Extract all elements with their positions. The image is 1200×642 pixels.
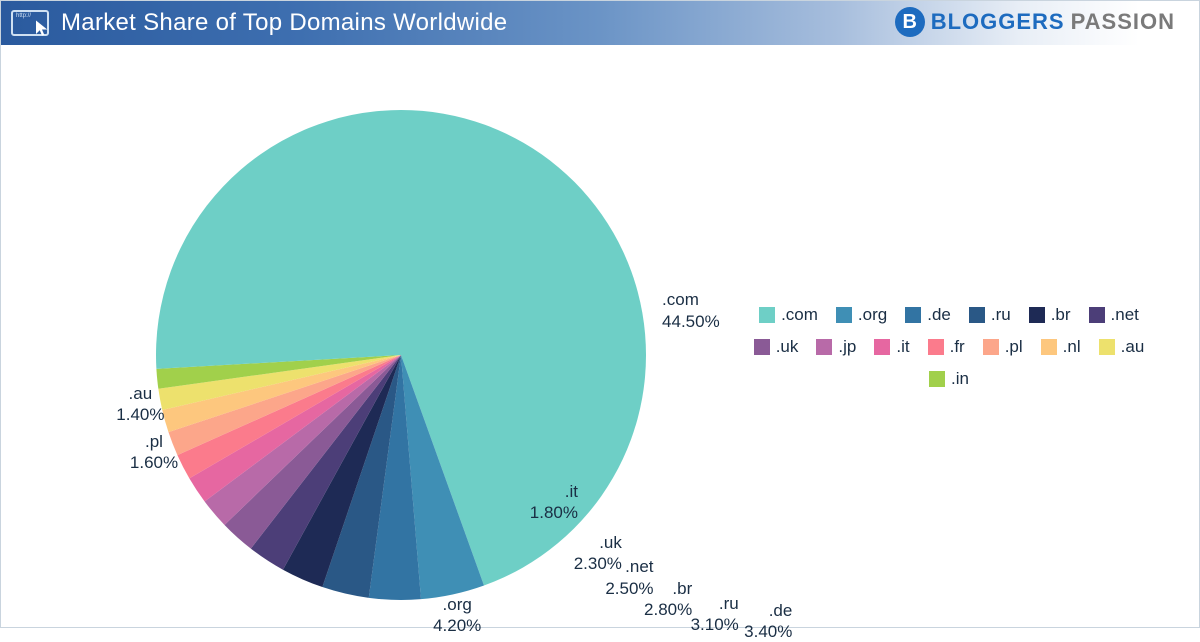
legend-swatch [1089, 307, 1105, 323]
legend-label: .com [781, 305, 818, 325]
pie-chart [1, 45, 801, 629]
slice-label-value: 2.50% [605, 578, 653, 599]
slice-label: .com44.50% [662, 289, 720, 332]
legend-swatch [905, 307, 921, 323]
chart-title: Market Share of Top Domains Worldwide [61, 9, 507, 37]
slice-label: .pl1.60% [130, 431, 178, 474]
legend-item: .nl [1041, 337, 1081, 357]
cursor-icon [33, 19, 51, 40]
legend: .com .org .de .ru .br .net .uk .jp .it .fr .pl .nl.… [739, 305, 1159, 389]
slice-label-value: 3.40% [744, 621, 792, 642]
legend-item: .pl [983, 337, 1023, 357]
legend-label: .net [1111, 305, 1139, 325]
legend-label: .it [896, 337, 909, 357]
legend-item: .br [1029, 305, 1071, 325]
slice-label: .ru3.10% [691, 593, 739, 636]
slice-label-name: .uk [574, 532, 622, 553]
slice-label-name: .it [530, 481, 578, 502]
slice-label-name: .ru [691, 593, 739, 614]
legend-swatch [1029, 307, 1045, 323]
legend-swatch [759, 307, 775, 323]
legend-item: .in [929, 369, 969, 389]
slice-label-name: .org [433, 594, 481, 615]
legend-item: .com [759, 305, 818, 325]
legend-swatch [1099, 339, 1115, 355]
legend-swatch [874, 339, 890, 355]
slice-label-value: 3.10% [691, 614, 739, 635]
legend-item: .de [905, 305, 951, 325]
legend-item: .org [836, 305, 887, 325]
legend-swatch [929, 371, 945, 387]
legend-swatch [836, 307, 852, 323]
brand-text-secondary: PASSION [1071, 9, 1175, 35]
pie-slice-remainder [156, 110, 401, 369]
slice-label-value: 2.30% [574, 553, 622, 574]
legend-swatch [983, 339, 999, 355]
slice-label-name: .com [662, 289, 720, 310]
legend-item: .it [874, 337, 909, 357]
brand-text-primary: BLOGGERS [931, 9, 1065, 35]
legend-item: .jp [816, 337, 856, 357]
chart-frame: Market Share of Top Domains Worldwide B … [0, 0, 1200, 628]
legend-label: .de [927, 305, 951, 325]
slice-label: .uk2.30% [574, 532, 622, 575]
slice-label-value: 1.40% [116, 404, 164, 425]
brand-logo: B BLOGGERSPASSION [895, 7, 1175, 37]
slice-label: .it1.80% [530, 481, 578, 524]
slice-label-value: 4.20% [433, 615, 481, 636]
legend-label: .au [1121, 337, 1145, 357]
slice-label-name: .pl [130, 431, 178, 452]
chart-content: .com44.50%.org4.20%.de3.40%.ru3.10%.br2.… [1, 45, 1199, 627]
legend-label: .org [858, 305, 887, 325]
legend-item: .net [1089, 305, 1139, 325]
legend-label: .br [1051, 305, 1071, 325]
legend-label: .fr [950, 337, 965, 357]
slice-label-name: .de [744, 600, 792, 621]
legend-swatch [816, 339, 832, 355]
brand-badge-icon: B [895, 7, 925, 37]
legend-label: .in [951, 369, 969, 389]
slice-label-value: 44.50% [662, 311, 720, 332]
slice-label-value: 2.80% [644, 599, 692, 620]
slice-label-value: 1.80% [530, 502, 578, 523]
legend-swatch [928, 339, 944, 355]
legend-swatch [1041, 339, 1057, 355]
legend-swatch [754, 339, 770, 355]
legend-item: .uk [754, 337, 799, 357]
slice-label: .de3.40% [744, 600, 792, 642]
legend-label: .pl [1005, 337, 1023, 357]
legend-label: .jp [838, 337, 856, 357]
slice-label-value: 1.60% [130, 452, 178, 473]
slice-label: .au1.40% [116, 383, 164, 426]
header-bar: Market Share of Top Domains Worldwide B … [1, 1, 1199, 45]
legend-item: .ru [969, 305, 1011, 325]
legend-swatch [969, 307, 985, 323]
legend-item: .fr [928, 337, 965, 357]
url-cursor-icon [11, 10, 49, 36]
slice-label-name: .au [116, 383, 164, 404]
legend-label: .ru [991, 305, 1011, 325]
legend-label: .uk [776, 337, 799, 357]
legend-label: .nl [1063, 337, 1081, 357]
slice-label: .org4.20% [433, 594, 481, 637]
legend-item: .au [1099, 337, 1145, 357]
